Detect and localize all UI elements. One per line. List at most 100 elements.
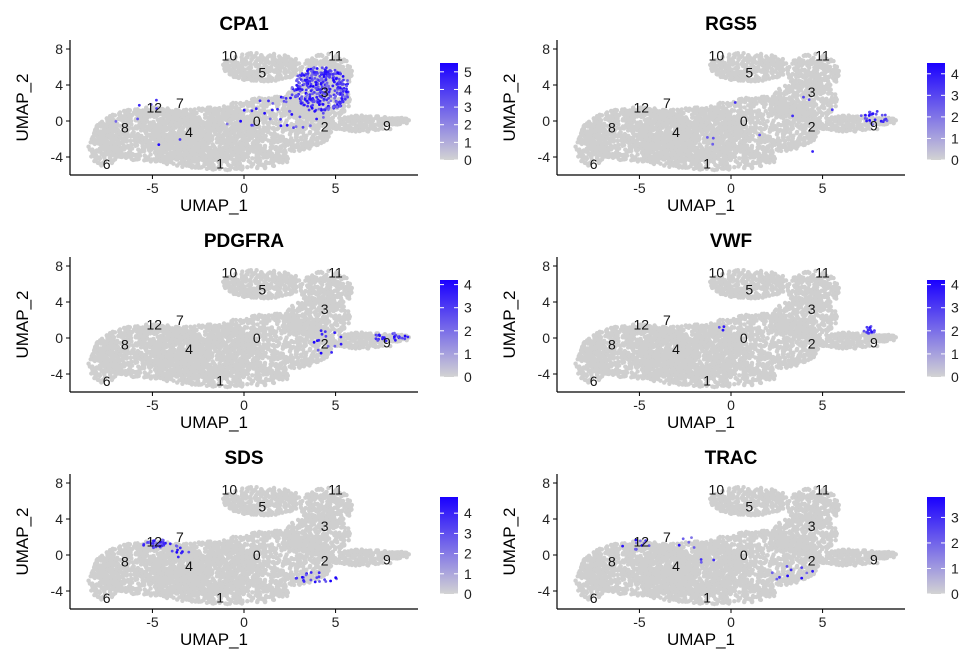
cell-point bbox=[198, 121, 203, 127]
cell-point bbox=[272, 135, 277, 140]
expressing-cell-point bbox=[268, 117, 272, 121]
expressing-cell-point bbox=[298, 115, 302, 119]
expressing-cell-point bbox=[309, 89, 313, 93]
cell-point bbox=[239, 150, 244, 156]
expressing-cell-point bbox=[285, 123, 289, 127]
expressing-cell-point bbox=[290, 93, 294, 97]
cell-point bbox=[91, 140, 97, 146]
expressing-cell-point bbox=[316, 101, 320, 104]
expressing-cell-point bbox=[338, 82, 341, 86]
cell-point bbox=[104, 143, 109, 148]
cell-point bbox=[279, 159, 284, 164]
expressing-cell-point bbox=[315, 95, 319, 99]
expressing-cell-point bbox=[321, 111, 325, 115]
cell-point bbox=[96, 139, 102, 145]
cell-point bbox=[100, 121, 106, 126]
cell-point bbox=[213, 149, 218, 154]
expressing-cell-point bbox=[337, 77, 341, 81]
cell-point bbox=[342, 126, 347, 132]
cell-point bbox=[285, 142, 291, 147]
expressing-cell-point bbox=[335, 100, 339, 104]
cell-point bbox=[113, 143, 118, 148]
cell-point bbox=[132, 152, 137, 158]
cell-point bbox=[120, 140, 125, 145]
expressing-cell-point bbox=[295, 88, 298, 92]
cell-point bbox=[97, 161, 102, 166]
cell-point bbox=[165, 137, 170, 143]
cell-point bbox=[168, 127, 173, 132]
cell-point bbox=[300, 143, 305, 149]
expressing-cell-point bbox=[289, 96, 292, 100]
expressing-cell-point bbox=[334, 94, 337, 98]
cell-point bbox=[110, 116, 115, 121]
expressing-cell-point bbox=[136, 117, 140, 121]
cell-point bbox=[226, 66, 231, 71]
expressing-cell-point bbox=[315, 117, 318, 121]
cell-point bbox=[294, 144, 299, 150]
cell-point bbox=[171, 161, 176, 166]
cell-point bbox=[347, 99, 352, 104]
cell-point bbox=[123, 153, 128, 159]
expressing-cell-point bbox=[308, 93, 312, 96]
cell-point bbox=[225, 142, 230, 147]
cell-point bbox=[150, 130, 156, 135]
cell-point bbox=[240, 58, 246, 63]
cell-point bbox=[198, 165, 203, 170]
cell-point bbox=[232, 166, 238, 171]
cell-point bbox=[310, 117, 315, 122]
cell-point bbox=[161, 147, 166, 152]
cell-point bbox=[158, 125, 164, 130]
cell-point bbox=[130, 112, 135, 117]
cell-point bbox=[138, 112, 143, 118]
cell-point bbox=[404, 121, 409, 126]
cell-point bbox=[345, 119, 351, 124]
expressing-cell-point bbox=[279, 117, 282, 121]
cell-point bbox=[365, 129, 371, 134]
cell-point bbox=[228, 131, 233, 137]
expressing-cell-point bbox=[327, 101, 330, 105]
cell-point bbox=[183, 156, 189, 161]
cell-point bbox=[196, 106, 201, 111]
cluster-label: 6 bbox=[103, 156, 111, 172]
cell-point bbox=[247, 117, 252, 122]
cell-point bbox=[156, 129, 162, 134]
cell-point bbox=[300, 130, 306, 135]
cell-point bbox=[307, 129, 313, 135]
cell-point bbox=[234, 106, 239, 111]
cluster-label: 10 bbox=[222, 47, 238, 63]
cell-point bbox=[226, 162, 231, 168]
cell-point bbox=[298, 66, 304, 71]
cell-point bbox=[241, 125, 246, 131]
cell-point bbox=[116, 150, 122, 155]
expressing-cell-point bbox=[321, 103, 325, 106]
cell-point bbox=[208, 157, 213, 163]
cell-point bbox=[239, 70, 244, 75]
cell-point bbox=[303, 61, 308, 66]
expressing-cell-point bbox=[271, 102, 275, 105]
y-tick-label: 8 bbox=[55, 41, 63, 57]
cell-point bbox=[138, 134, 143, 139]
cell-point bbox=[130, 157, 136, 163]
cell-point bbox=[199, 134, 204, 139]
expressing-cell-point bbox=[318, 74, 322, 78]
cluster-label: 2 bbox=[321, 118, 329, 134]
expressing-cell-point bbox=[305, 76, 309, 79]
cell-point bbox=[246, 51, 252, 56]
cell-point bbox=[177, 161, 182, 166]
cell-point bbox=[210, 134, 215, 139]
cell-point bbox=[368, 120, 373, 126]
cell-point bbox=[262, 128, 267, 134]
cell-point bbox=[236, 75, 241, 81]
cell-point bbox=[203, 136, 208, 142]
expressing-cell-point bbox=[290, 86, 294, 89]
cell-point bbox=[294, 61, 299, 66]
cell-point bbox=[237, 63, 243, 69]
cell-point bbox=[104, 121, 110, 126]
expressing-cell-point bbox=[312, 71, 316, 74]
cell-point bbox=[274, 121, 279, 127]
cell-point bbox=[327, 111, 332, 116]
expressing-cell-point bbox=[334, 77, 338, 81]
cell-point bbox=[276, 102, 281, 107]
cell-point bbox=[322, 61, 327, 67]
